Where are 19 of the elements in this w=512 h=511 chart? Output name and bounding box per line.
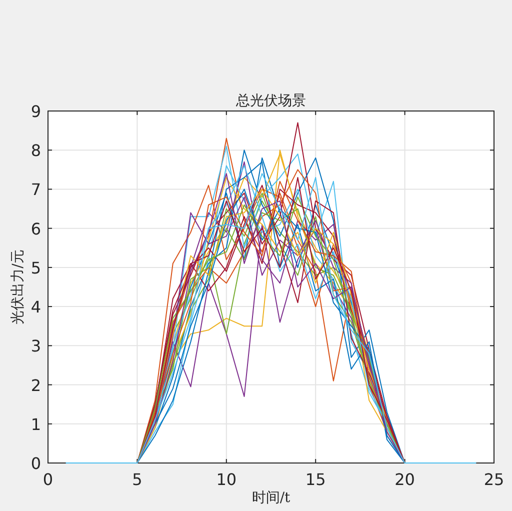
y-tick-label: 1 (30, 414, 41, 434)
y-tick-label: 7 (30, 180, 41, 200)
x-tick-label: 25 (484, 470, 504, 489)
y-tick-label: 0 (30, 454, 41, 473)
x-axis-title: 时间/t (252, 490, 291, 506)
x-tick-label: 20 (394, 470, 415, 489)
x-tick-label: 0 (42, 470, 54, 489)
x-tick-label: 15 (305, 470, 326, 489)
x-tick-label: 5 (132, 470, 142, 489)
y-tick-label: 6 (30, 219, 41, 238)
y-tick-label: 9 (30, 102, 41, 121)
x-tick-label: 10 (216, 470, 237, 489)
y-tick-label: 3 (30, 336, 41, 356)
y-tick-label: 4 (30, 298, 41, 317)
y-tick-label: 8 (30, 141, 41, 160)
y-tick-label: 2 (30, 376, 41, 395)
y-axis-title: 光伏出力/元 (10, 250, 26, 324)
y-tick-label: 5 (30, 258, 41, 278)
chart-title: 总光伏场景 (235, 93, 306, 109)
